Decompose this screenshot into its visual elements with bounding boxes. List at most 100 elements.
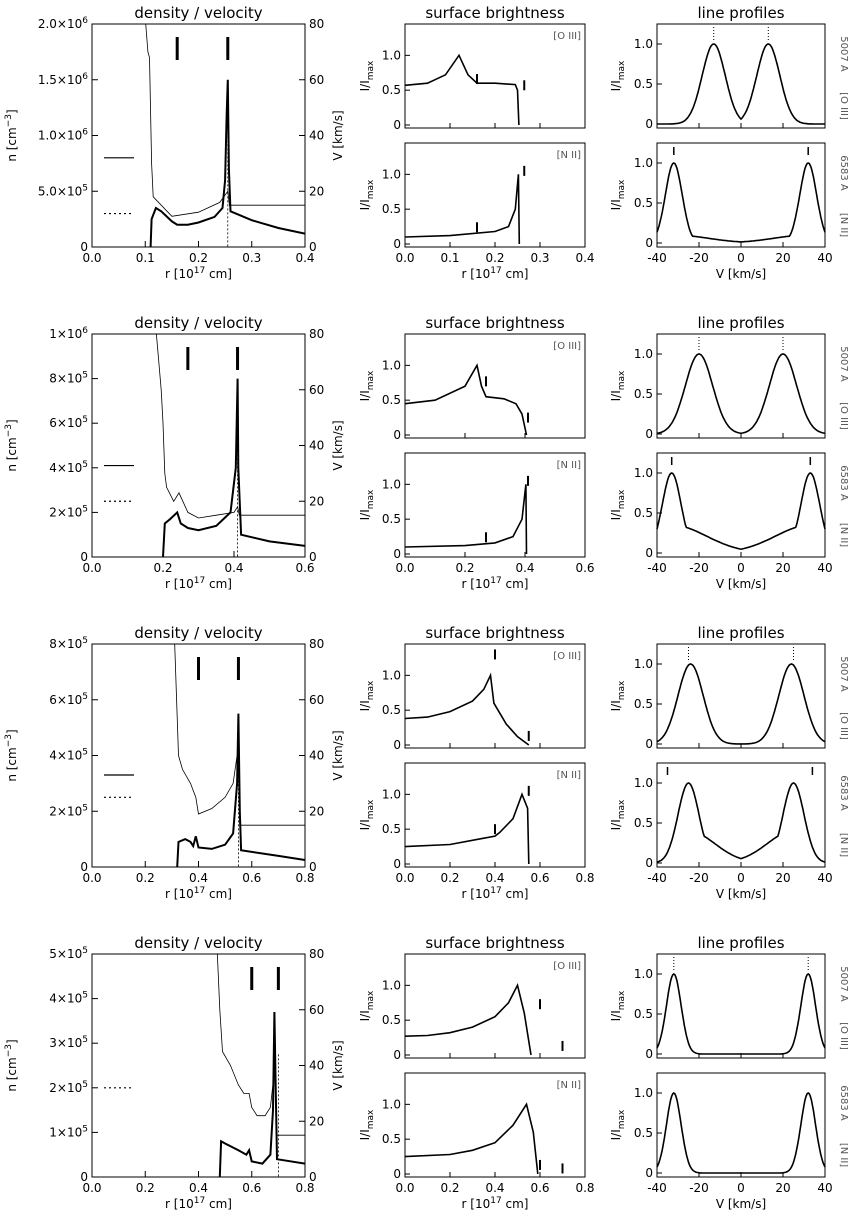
i-tick-label: 0.5 [634,196,653,210]
r-tick-label: 0.2 [455,561,474,575]
panel-frame [656,1072,826,1178]
panel-title: surface brightness [425,624,565,642]
r-tick-label: 0.6 [575,561,594,575]
i-tick-label: 1.0 [382,48,401,62]
profile-curve-nii [656,1091,826,1174]
line-label-nii: [N II] [838,833,848,857]
wavelength-label: 5007 Å [838,36,848,72]
velocity-curve [216,954,305,1136]
i-tick-label: 0 [645,856,653,870]
density-curves [174,644,305,867]
panel-title: line profiles [697,624,784,642]
v-axis-label: V [km/s] [716,267,766,281]
v-tick-label: 80 [309,947,324,961]
wavelength-label: 5007 Å [838,656,848,692]
v-tick-label: 40 [817,251,832,265]
i-tick-label: 0 [645,546,653,560]
v-tick-label: 20 [309,1114,324,1128]
line-label-nii: [N II] [838,523,848,547]
brightness-curve-nii [404,792,530,865]
i-axis-label: I/Imax [358,990,376,1021]
panel-frame [656,333,826,439]
i-axis-label: I/Imax [609,179,627,210]
v-tick-label: 40 [309,1059,324,1073]
r-axis-label: r [1017 cm] [165,1196,232,1211]
i-tick-label: 0.5 [634,816,653,830]
brightness-curve-nii [404,174,521,245]
i-axis-label: I/Imax [609,370,627,401]
v-tick-label: -20 [689,1181,709,1195]
panel-frame [404,452,586,558]
panel-frame [656,953,826,1059]
row-2: density / velocity 0 2×105 4×105 6×105 8×105 0… [4,624,848,901]
r-axis-label: r [1017 cm] [462,1196,529,1211]
line-label-nii: [N II] [557,460,581,471]
density-curve [149,79,305,247]
i-tick-label: 0.5 [382,512,401,526]
r-axis-label: r [1017 cm] [462,576,529,591]
n-tick-label: 0 [80,860,88,874]
i-tick-label: 0 [645,117,653,131]
profile-nii-panel: 0 0.5 1.0 -40 -20 0 20 40 I/Imax 6583 Å [N II] [609,762,848,885]
n-tick-label: 6×105 [49,415,88,430]
n-tick-label: 4×105 [49,991,88,1006]
n-tick-label: 3×105 [49,1035,88,1050]
panel-frame [656,762,826,868]
r-tick-label: 0.4 [295,251,314,265]
i-tick-label: 1.0 [382,787,401,801]
i-axis-label: I/Imax [358,179,376,210]
row-0: density / velocity 0 5.0×105 1.0×106 1.5×106… [4,4,848,281]
i-tick-label: 0 [393,1167,401,1181]
v-tick-label: 40 [817,1181,832,1195]
row-3: density / velocity 0 1×105 2×105 3×105 4×105 5… [4,934,848,1211]
r-axis-label: r [1017 cm] [165,576,232,591]
velocity-curve [155,334,305,519]
i-axis-label: I/Imax [358,370,376,401]
i-tick-label: 1.0 [634,776,653,790]
r-tick-label: 0.4 [485,1181,504,1195]
v-tick-label: 60 [309,693,324,707]
profile-nii-panel: 0 0.5 1.0 -40 -20 0 20 40 I/Imax 6583 Å [N II] [609,452,848,575]
r-tick-label: 0.1 [136,251,155,265]
v-tick-label: 80 [309,327,324,341]
brightness-curve-nii [404,484,528,555]
v-tick-label: 0 [309,240,317,254]
i-axis-label: I/Imax [358,60,376,91]
v-tick-label: 20 [775,1181,790,1195]
v-tick-label: -40 [647,1181,667,1195]
surface-oiii-panel: 0 0.5 1.0 I/Imax [O III] [358,333,586,442]
r-tick-label: 0.2 [153,561,172,575]
brightness-curve-nii [404,1102,539,1175]
r-tick-label: 0.8 [575,871,594,885]
i-tick-label: 0 [393,547,401,561]
row-1: density / velocity 0 2×105 4×105 6×105 8×105 1… [4,314,848,591]
n-tick-label: 5.0×105 [38,183,88,198]
r-tick-label: 0.0 [82,561,101,575]
brightness-curve-oiii [404,363,528,436]
i-tick-label: 0.5 [634,387,653,401]
i-tick-label: 1.0 [382,477,401,491]
v-tick-label: 40 [309,129,324,143]
v-tick-label: 0 [737,1181,745,1195]
n-tick-label: 8×105 [49,371,88,386]
profile-nii-panel: 0 0.5 1.0 -40 -20 0 20 40 I/Imax 6583 Å [N II] [609,1072,848,1195]
surface-nii-panel: 0 0.5 1.0 0.0 0.2 0.4 0.6 I/Imax [N II] [358,452,595,575]
i-tick-label: 0.5 [382,1013,401,1027]
line-label-nii: [N II] [838,1143,848,1167]
panel-title: line profiles [697,4,784,22]
density-curves [155,334,305,557]
line-label-oiii: [O III] [553,651,581,662]
i-tick-label: 0 [393,118,401,132]
n-axis-label: n [cm−3] [4,1039,19,1091]
i-tick-label: 0.5 [382,393,401,407]
i-axis-label: I/Imax [609,990,627,1021]
r-tick-label: 0.6 [242,1181,261,1195]
i-tick-label: 1.0 [634,657,653,671]
i-tick-label: 0 [645,236,653,250]
v-axis-label: V [km/s] [716,577,766,591]
n-tick-label: 2×105 [49,1080,88,1095]
